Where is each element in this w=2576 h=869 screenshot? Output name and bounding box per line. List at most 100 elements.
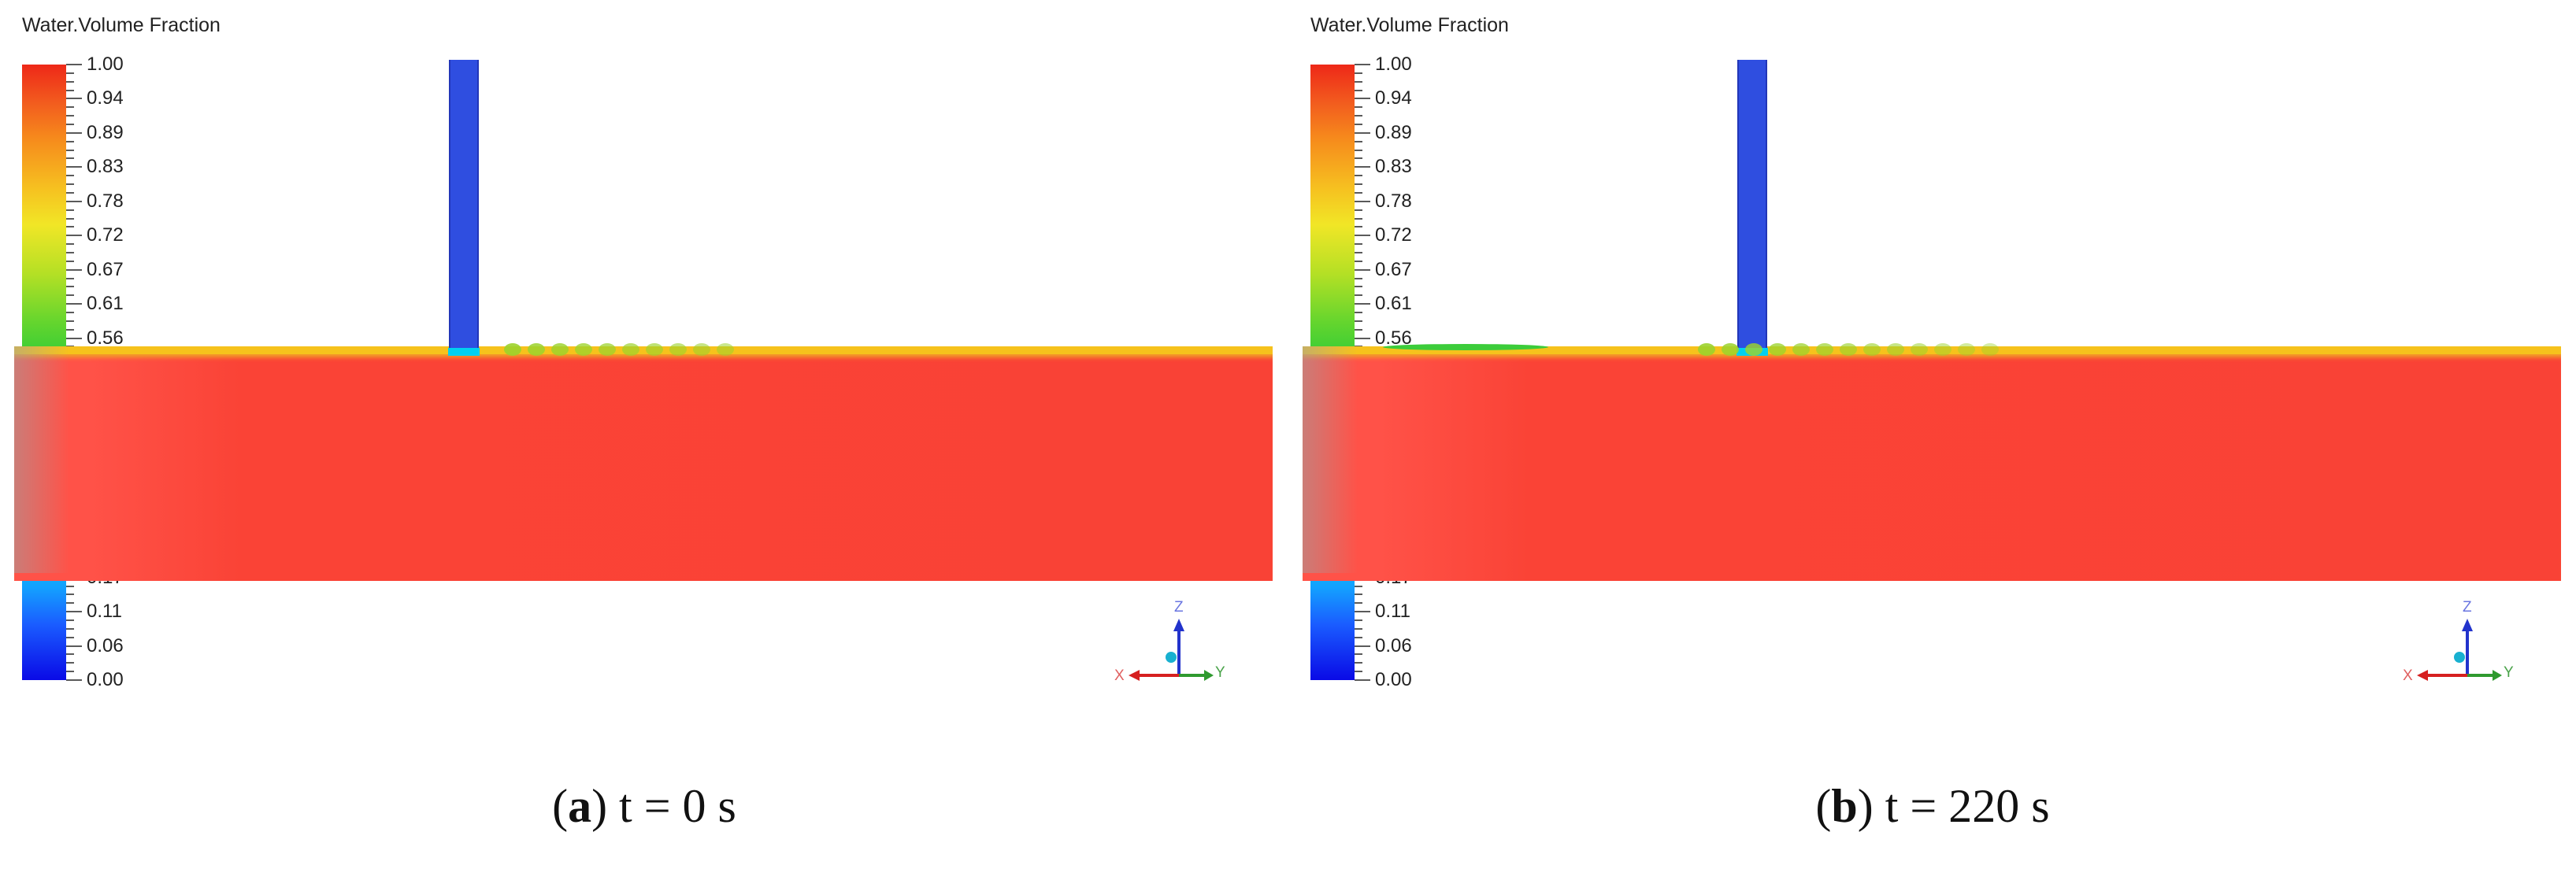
surface-wavelet: [1722, 343, 1739, 356]
colorbar-tick: [1355, 166, 1370, 168]
colorbar-tick: [1355, 320, 1362, 322]
colorbar-tick: [1355, 679, 1370, 681]
colorbar-tick: [1355, 200, 1370, 202]
axis-z-label: Z: [1174, 599, 1184, 616]
colorbar-title: Water.Volume Fraction: [22, 14, 221, 36]
colorbar-tick: [1355, 175, 1362, 177]
colorbar-tick: [1355, 627, 1362, 630]
colorbar-tick: [66, 645, 82, 647]
colorbar-label: 0.94: [1375, 87, 1412, 109]
colorbar-label: 0.78: [1375, 190, 1412, 212]
colorbar-label: 0.78: [87, 190, 124, 212]
colorbar-tick: [66, 337, 82, 339]
colorbar-tick: [1355, 226, 1362, 228]
colorbar-title: Water.Volume Fraction: [1310, 14, 1509, 36]
surface-wavelet: [1863, 343, 1881, 356]
colorbar-tick: [66, 653, 74, 656]
colorbar-tick: [66, 157, 74, 160]
colorbar-tick: [66, 602, 74, 605]
colorbar-tick: [66, 209, 74, 211]
colorbar-tick: [66, 72, 74, 74]
colorbar-tick: [66, 662, 74, 664]
colorbar-tick: [66, 64, 82, 65]
surface-wavelet: [551, 343, 569, 356]
caption-time: t = 220 s: [1885, 780, 2050, 832]
colorbar-tick: [66, 149, 74, 151]
colorbar-tick: [1355, 149, 1362, 151]
surface-wavelet: [622, 343, 639, 356]
surface-wavelet: [1792, 343, 1810, 356]
colorbar-tick: [1355, 653, 1362, 656]
colorbar-tick: [66, 328, 74, 331]
axis-triad: Z X Y: [2403, 598, 2514, 693]
colorbar-tick: [1355, 328, 1362, 331]
colorbar-tick: [1355, 645, 1370, 647]
axis-x-label: X: [1114, 667, 1125, 684]
colorbar-tick: [1355, 98, 1370, 100]
surface-wavelet: [599, 343, 616, 356]
colorbar-tick: [66, 89, 74, 91]
surface-wavelet: [1981, 343, 1999, 356]
surface-wavelet: [575, 343, 592, 356]
surface-wavelet: [717, 343, 734, 356]
colorbar-label: 0.72: [87, 224, 124, 246]
surface-wavelet: [646, 343, 663, 356]
axis-triad-icon: [1129, 619, 1214, 681]
surface-wavelet: [1911, 343, 1928, 356]
colorbar-tick: [66, 80, 74, 83]
colorbar-tick: [66, 671, 74, 673]
axis-y-label: Y: [2504, 664, 2514, 681]
inlet-shading: [1303, 346, 1358, 573]
caption-time: t = 0 s: [619, 780, 736, 832]
colorbar-tick: [66, 320, 74, 322]
colorbar-label: 0.11: [87, 601, 122, 623]
colorbar-tick: [66, 243, 74, 246]
colorbar-tick: [66, 627, 74, 630]
colorbar-tick: [1355, 235, 1370, 237]
colorbar-tick: [66, 303, 82, 305]
colorbar-tick: [1355, 611, 1370, 613]
colorbar-tick: [1355, 80, 1362, 83]
colorbar-tick: [66, 166, 82, 168]
colorbar-label: 1.00: [87, 54, 124, 75]
colorbar-label: 0.89: [1375, 121, 1412, 143]
colorbar-tick: [66, 200, 82, 202]
colorbar-tick: [66, 191, 74, 194]
colorbar-tick: [66, 98, 82, 100]
axis-y-label: Y: [1215, 664, 1225, 681]
surface-wavelet: [693, 343, 710, 356]
colorbar-label: 0.00: [87, 669, 124, 690]
axis-triad: Z X Y: [1114, 598, 1225, 693]
colorbar-label: 0.94: [87, 87, 124, 109]
surface-wavelet: [504, 343, 521, 356]
water-domain: [1303, 346, 2561, 581]
colorbar-label: 0.67: [1375, 258, 1412, 280]
colorbar-tick: [1355, 89, 1362, 91]
colorbar-label: 1.00: [1375, 54, 1412, 75]
colorbar-tick: [1355, 124, 1362, 126]
axis-z-label: Z: [2463, 599, 2472, 616]
surface-wavelet: [1745, 343, 1762, 356]
colorbar-label: 0.00: [1375, 669, 1412, 690]
colorbar-tick: [1355, 183, 1362, 186]
colorbar-tick: [66, 251, 74, 253]
surface-wavelet: [1840, 343, 1857, 356]
colorbar-tick: [1355, 251, 1362, 253]
colorbar-tick: [1355, 585, 1362, 587]
surface-wavelet: [669, 343, 687, 356]
colorbar-tick: [1355, 619, 1362, 621]
colorbar-tick: [66, 594, 74, 596]
pile-structure: [448, 60, 480, 356]
colorbar-tick: [66, 619, 74, 621]
surface-wavelet: [528, 343, 545, 356]
colorbar-tick: [1355, 286, 1362, 288]
colorbar-tick: [1355, 337, 1370, 339]
colorbar-label: 0.06: [87, 634, 124, 656]
surface-wavelet: [1958, 343, 1975, 356]
colorbar-tick: [66, 268, 82, 271]
colorbar-label: 0.61: [87, 293, 124, 315]
colorbar-tick: [1355, 209, 1362, 211]
colorbar-label: 0.56: [87, 327, 124, 349]
colorbar-label: 0.83: [1375, 156, 1412, 178]
colorbar-tick: [66, 611, 82, 613]
